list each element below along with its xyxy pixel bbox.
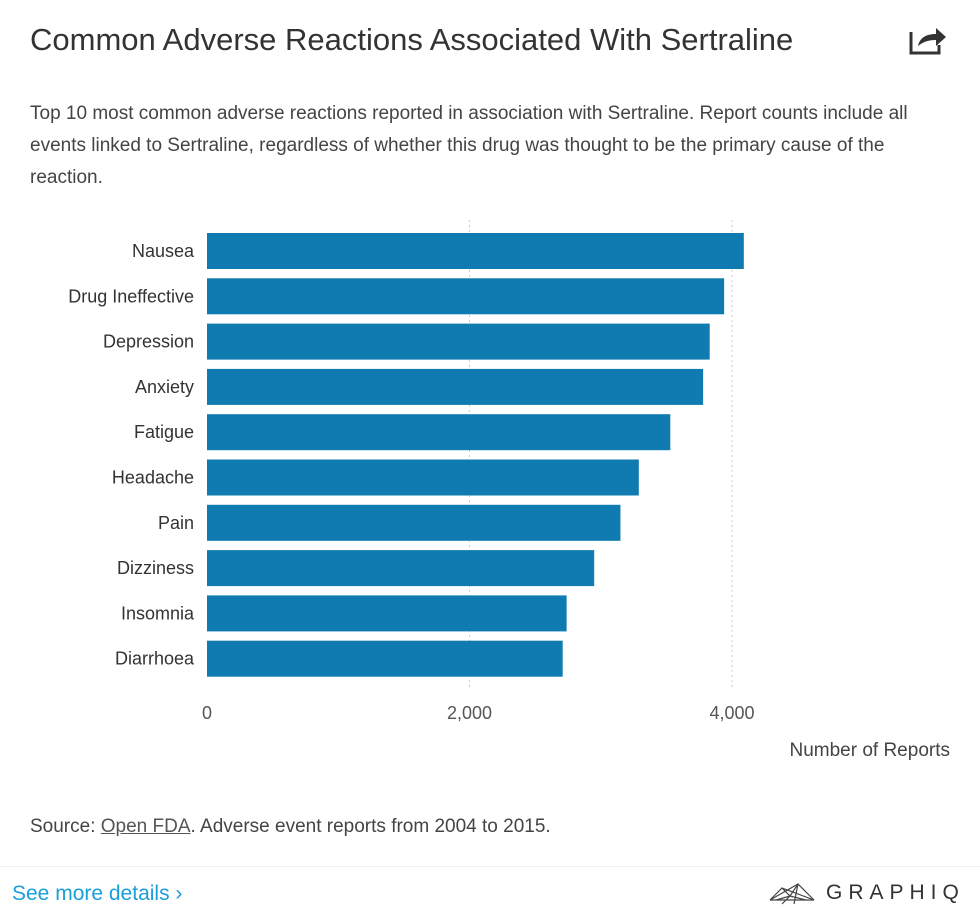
category-label: Depression [103, 332, 194, 352]
category-label: Dizziness [117, 558, 194, 578]
chart-subtitle: Top 10 most common adverse reactions rep… [30, 103, 908, 188]
category-label: Headache [112, 468, 194, 488]
category-label: Anxiety [135, 377, 194, 397]
bar [207, 368, 704, 405]
bar [207, 550, 595, 587]
bar [207, 278, 725, 315]
share-arrow-icon[interactable] [908, 24, 948, 61]
bar [207, 504, 621, 541]
x-tick-label: 0 [202, 703, 212, 723]
bar [207, 323, 710, 360]
chart-title: Common Adverse Reactions Associated With… [30, 22, 794, 57]
bar [207, 640, 563, 677]
graphiq-mark-icon [769, 883, 815, 905]
x-tick-label: 2,000 [447, 703, 492, 723]
category-label: Fatigue [134, 422, 194, 442]
graphiq-wordmark: GRAPHIQ [826, 881, 965, 904]
source-note: Source: Open FDA. Adverse event reports … [30, 816, 551, 838]
source-prefix: Source: [30, 816, 101, 837]
open-fda-link[interactable]: Open FDA [100, 816, 191, 837]
source-suffix: . Adverse event reports from 2004 to 201… [190, 816, 551, 837]
x-tick-label: 4,000 [709, 703, 754, 723]
bar [207, 414, 671, 451]
bar [207, 595, 567, 632]
bar-chart: 0 2,000 4,000 Nausea Drug Ineffective Depress… [68, 220, 755, 723]
bar [207, 459, 639, 496]
category-label: Nausea [132, 241, 195, 261]
bar [207, 233, 744, 269]
category-label: Insomnia [121, 603, 195, 623]
x-axis-label: Number of Reports [789, 740, 950, 761]
category-label: Diarrhoea [115, 649, 195, 669]
graphiq-logo[interactable]: GRAPHIQ [768, 880, 965, 906]
category-label: Pain [158, 513, 194, 533]
see-more-details-link[interactable]: See more details › [12, 882, 183, 905]
category-label: Drug Ineffective [68, 286, 194, 306]
divider [0, 866, 980, 867]
